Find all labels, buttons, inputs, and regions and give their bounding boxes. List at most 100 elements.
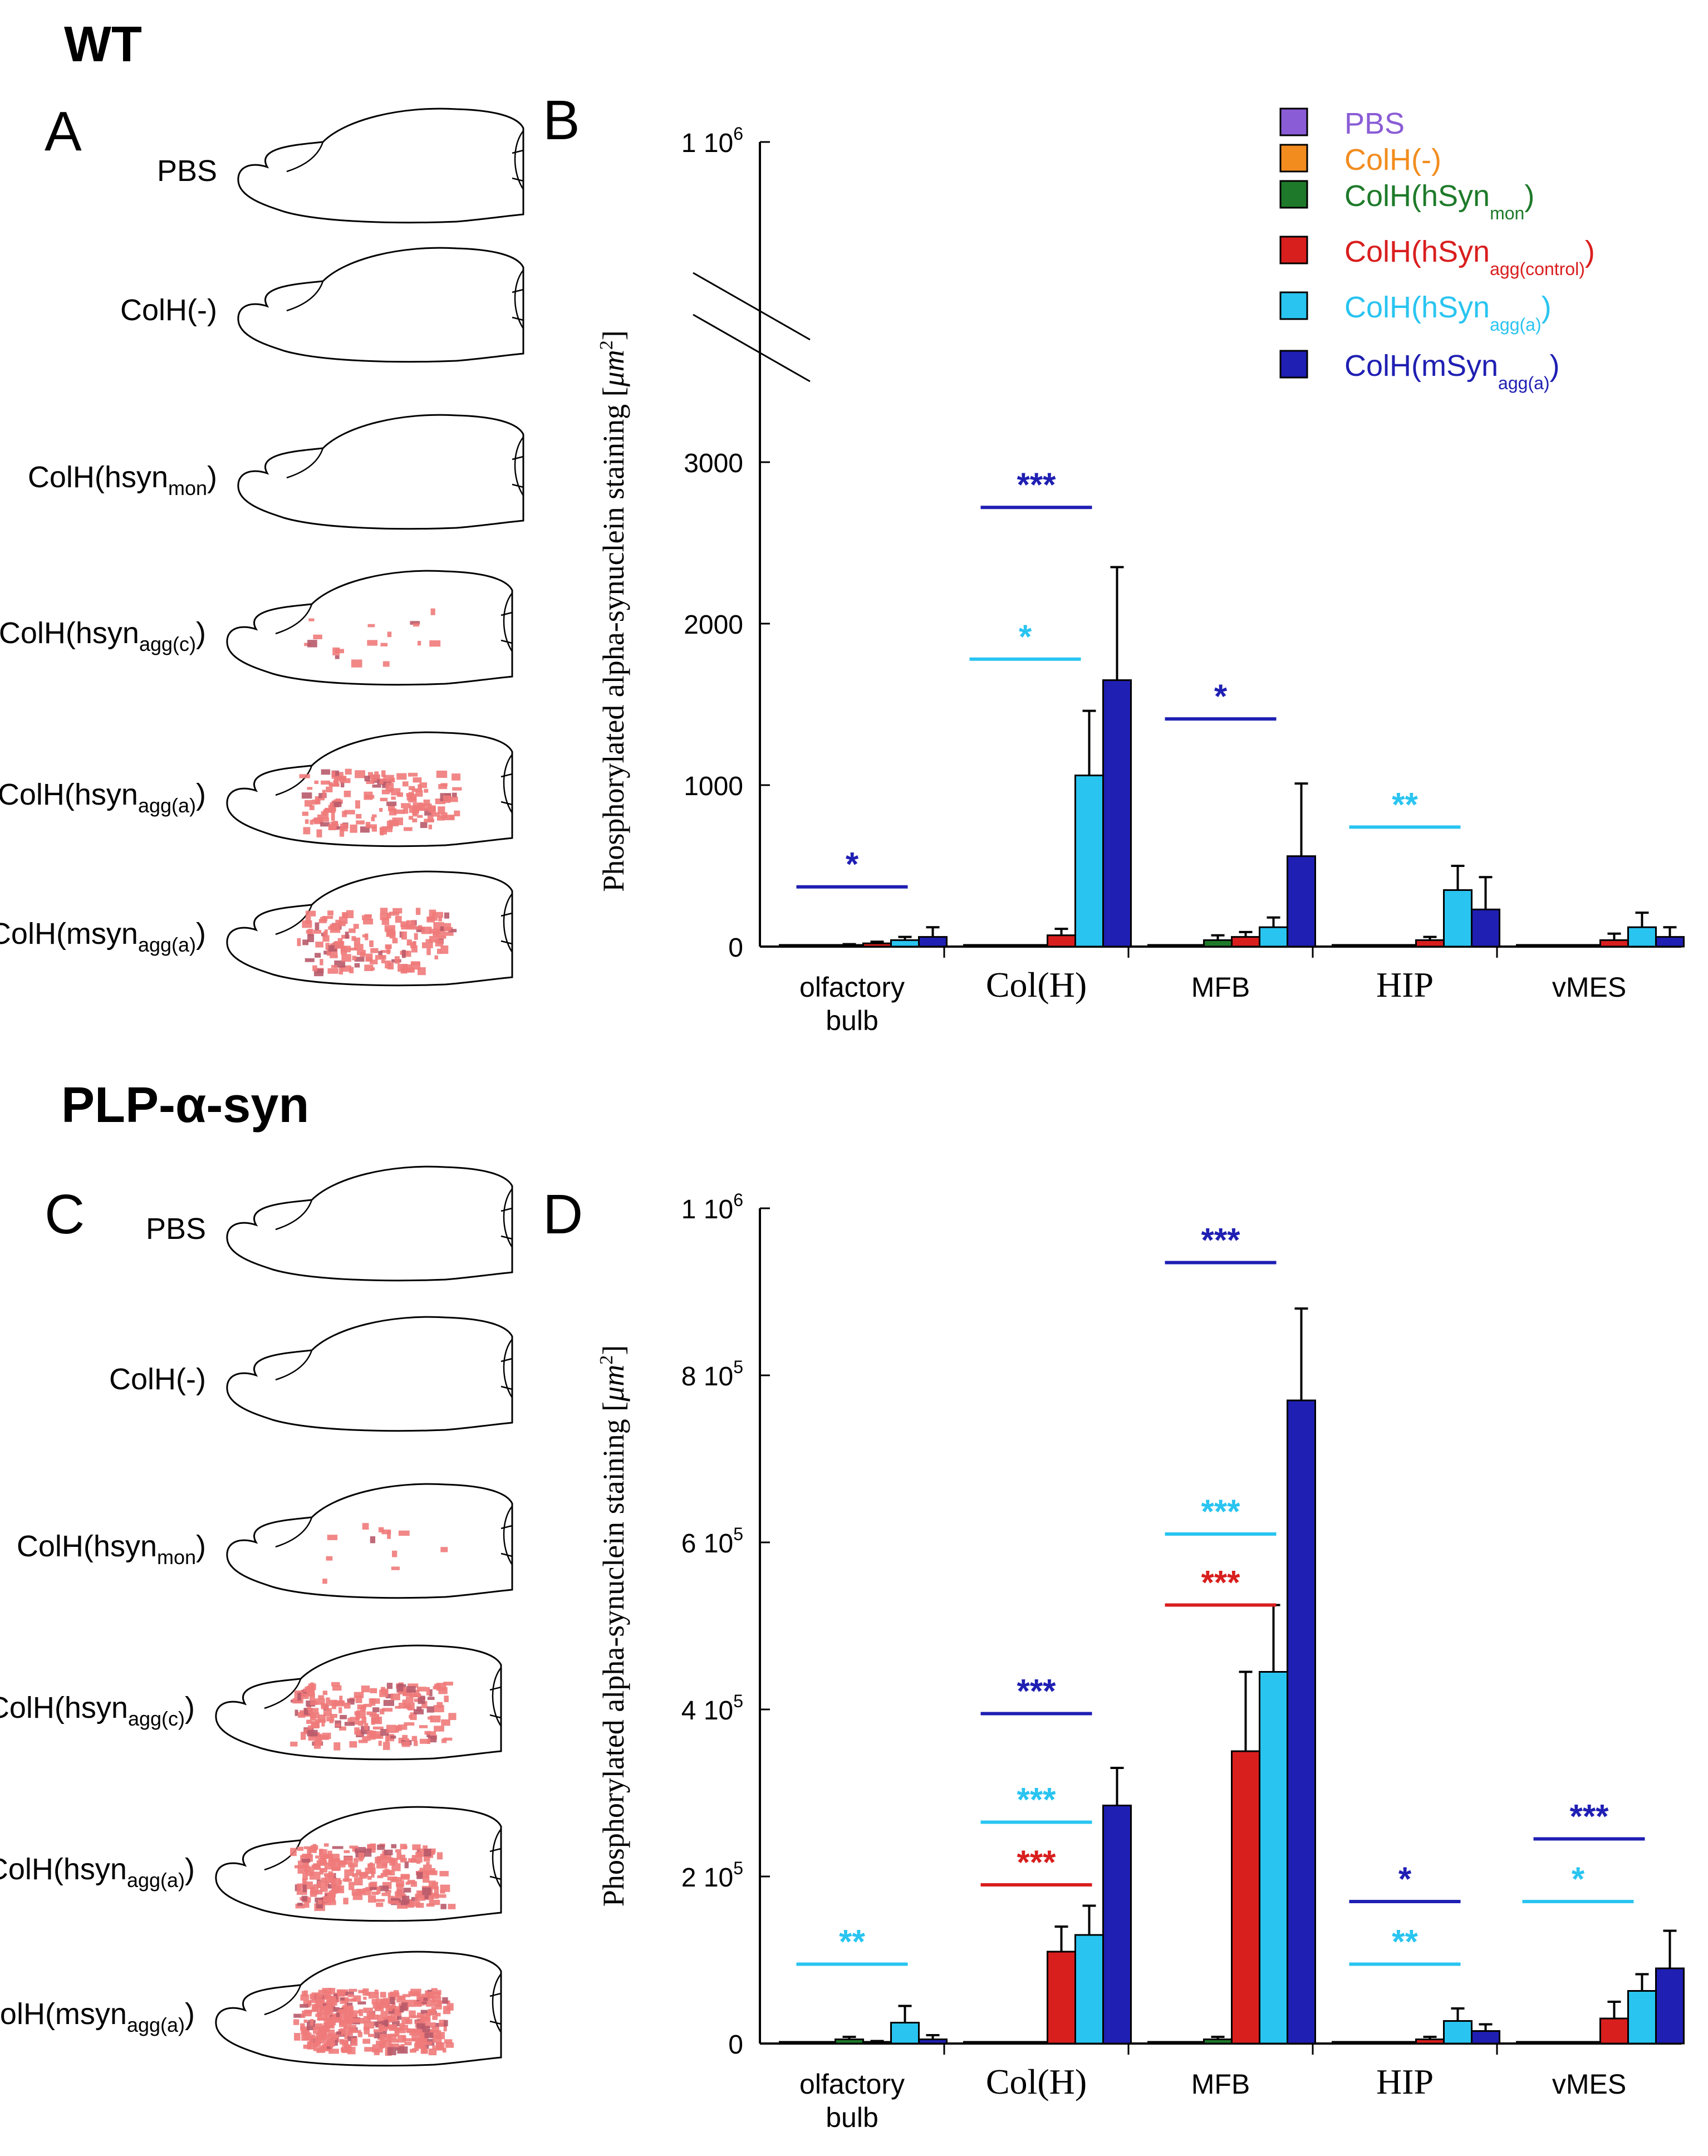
pathology-patch <box>317 2017 328 2021</box>
pathology-patch <box>322 1579 327 1584</box>
pathology-patch <box>290 1741 298 1747</box>
pathology-patch <box>360 1707 366 1712</box>
brain-label-main: ColH(msyn <box>0 917 138 950</box>
pathology-patch <box>377 1844 385 1850</box>
pathology-patch <box>313 1884 321 1888</box>
pathology-patch <box>387 1531 391 1539</box>
legend-label-sub: mon <box>1490 203 1524 223</box>
pathology-patch <box>389 2027 400 2031</box>
bar-colh-hsyn-mon- <box>1572 2041 1601 2045</box>
pathology-patch <box>343 1898 349 1905</box>
pathology-patch <box>364 2021 375 2029</box>
pathology-patch <box>331 965 338 968</box>
pathology-patch <box>452 787 462 791</box>
pathology-patch <box>321 780 331 785</box>
pathology-patch <box>416 1872 423 1879</box>
pathology-patch <box>351 2037 358 2046</box>
pathology-patch <box>356 1869 361 1875</box>
brain-outline-wt-0 <box>237 107 524 224</box>
pathology-patch <box>318 1858 327 1866</box>
pathology-patch <box>396 1996 405 2003</box>
pathology-patch <box>304 1900 310 1908</box>
pathology-patch <box>364 964 374 971</box>
brain-contour <box>215 1806 502 1922</box>
pathology-patch <box>391 1844 397 1849</box>
brain-label-main: ColH(hsyn <box>17 1530 157 1563</box>
pathology-patch <box>424 1868 436 1874</box>
bar-colh-hsyn-agg-a- <box>890 939 920 948</box>
pathology-patch <box>434 1886 439 1894</box>
pathology-patch <box>448 796 458 802</box>
pathology-patch <box>394 956 400 964</box>
bar-pbs <box>779 944 808 948</box>
pathology-patch <box>314 1698 325 1705</box>
bar-colh-hsyn-agg-control- <box>1599 939 1629 948</box>
pathology-patch <box>330 2039 335 2047</box>
brain-label-wt-1: ColH(-) <box>120 293 217 327</box>
pathology-patch <box>371 774 380 781</box>
pathology-patch <box>317 1899 322 1904</box>
pathology-patch <box>366 957 372 961</box>
pathology-patch <box>439 2020 445 2027</box>
pathology-patch <box>443 1737 453 1741</box>
pathology-patch <box>382 1863 387 1866</box>
pathology-patch <box>394 1891 405 1897</box>
legend-label-main: ColH(hSyn <box>1344 179 1490 213</box>
pathology-patch <box>334 1701 345 1706</box>
pathology-patch <box>440 1904 446 1909</box>
brain-contour <box>237 107 524 224</box>
pathology-patch <box>371 1872 375 1878</box>
pathology-patch <box>375 1715 379 1722</box>
pathology-patch <box>308 618 315 621</box>
pathology-patch <box>403 1693 412 1696</box>
pathology-patch <box>427 1697 435 1700</box>
y-tick-label: 4 105 <box>681 1691 743 1726</box>
pathology-patch <box>423 1845 428 1851</box>
pathology-patch <box>431 1850 435 1855</box>
pathology-patch <box>309 2036 314 2044</box>
bar-colh-hsyn-mon- <box>1572 944 1601 948</box>
pathology-patch <box>391 796 396 800</box>
pathology-patch <box>408 772 418 777</box>
pathology-patch <box>454 810 460 817</box>
pathology-patch <box>311 800 318 805</box>
pathology-patch <box>332 1846 343 1849</box>
pathology-patch <box>416 1706 422 1712</box>
pathology-patch <box>368 1992 379 1999</box>
pathology-patch <box>430 1991 441 1998</box>
brain-outline-wt-4 <box>226 731 513 847</box>
pathology-patch <box>321 2005 332 2010</box>
brain-contour <box>226 1316 513 1432</box>
bar-colh-hsyn-agg-a- <box>1443 889 1473 948</box>
pathology-patch <box>428 805 436 812</box>
x-category-label: HIP <box>1376 965 1434 1004</box>
bar-pbs <box>963 2041 993 2045</box>
pathology-patch <box>391 2043 399 2048</box>
pathology-patch <box>360 826 370 833</box>
pathology-patch <box>323 2033 333 2038</box>
bar-colh-msyn-agg-a- <box>1102 1805 1132 2045</box>
pathology-patch <box>331 770 340 777</box>
pathology-patch <box>292 1698 303 1704</box>
pathology-patch <box>313 1844 317 1852</box>
legend-label-end: ) <box>1585 235 1595 268</box>
pathology-patch <box>299 774 310 778</box>
pathology-patch <box>432 2015 438 2020</box>
pathology-patch <box>343 1850 350 1854</box>
pathology-patch <box>416 1848 421 1854</box>
pathology-patch <box>418 1890 425 1895</box>
pathology-patch <box>329 1719 334 1723</box>
pathology-patch <box>301 792 312 799</box>
pathology-patch <box>349 928 356 933</box>
bar-colh- <box>807 2041 836 2045</box>
pathology-patch <box>302 1854 312 1858</box>
pathology-patch <box>307 934 315 943</box>
legend-label-sub: agg(a) <box>1490 315 1542 335</box>
pathology-patch <box>313 634 322 640</box>
brain-label-main: PBS <box>146 1212 206 1246</box>
pathology-patch <box>443 795 451 803</box>
pathology-patch <box>401 2017 410 2024</box>
brain-inner-contour <box>275 592 513 652</box>
pathology-patch <box>308 1725 312 1729</box>
pathology-patch <box>420 2010 428 2014</box>
